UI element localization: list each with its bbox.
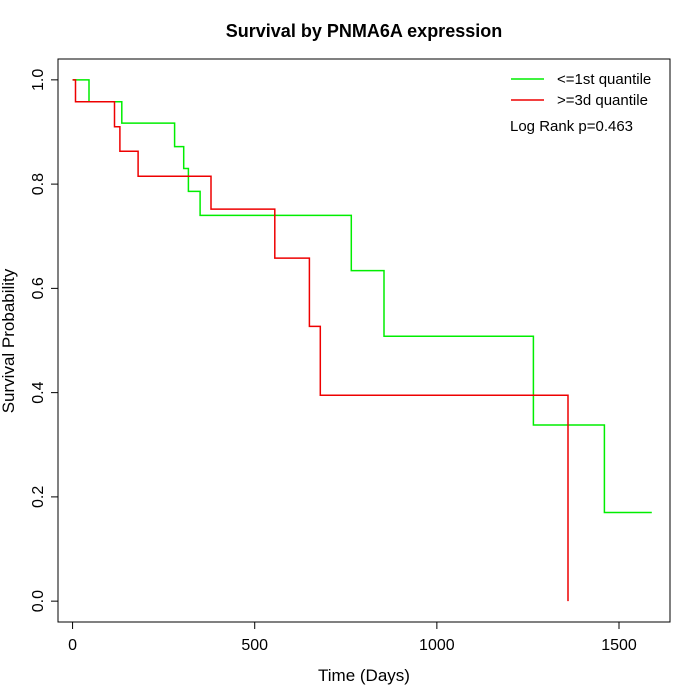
x-axis: 0 500 1000 1500 (68, 621, 637, 654)
series-line-1 (72, 79, 569, 602)
x-tick-label: 1000 (419, 637, 455, 654)
legend: <=1st quantile >=3d quantile (511, 71, 651, 109)
series-line-0 (72, 79, 652, 514)
y-tick-label: 0.8 (30, 173, 47, 195)
legend-label-high: >=3d quantile (557, 92, 648, 109)
x-axis-title: Time (Days) (318, 666, 410, 685)
series-layer (72, 79, 652, 602)
y-tick-label: 0.2 (30, 486, 47, 508)
y-tick-label: 0.0 (30, 590, 47, 612)
x-tick-label: 0 (68, 637, 77, 654)
y-axis-title: Survival Probability (0, 268, 18, 413)
y-axis: 0.0 0.2 0.4 0.6 0.8 1.0 (30, 69, 59, 612)
y-tick-label: 1.0 (30, 69, 47, 91)
x-tick-label: 500 (241, 637, 268, 654)
chart-title: Survival by PNMA6A expression (226, 21, 502, 41)
log-rank-annotation: Log Rank p=0.463 (510, 118, 633, 135)
plot-frame (57, 58, 671, 623)
x-tick-label: 1500 (601, 637, 637, 654)
y-tick-label: 0.6 (30, 277, 47, 299)
y-tick-label: 0.4 (30, 381, 47, 403)
legend-label-low: <=1st quantile (557, 71, 651, 88)
